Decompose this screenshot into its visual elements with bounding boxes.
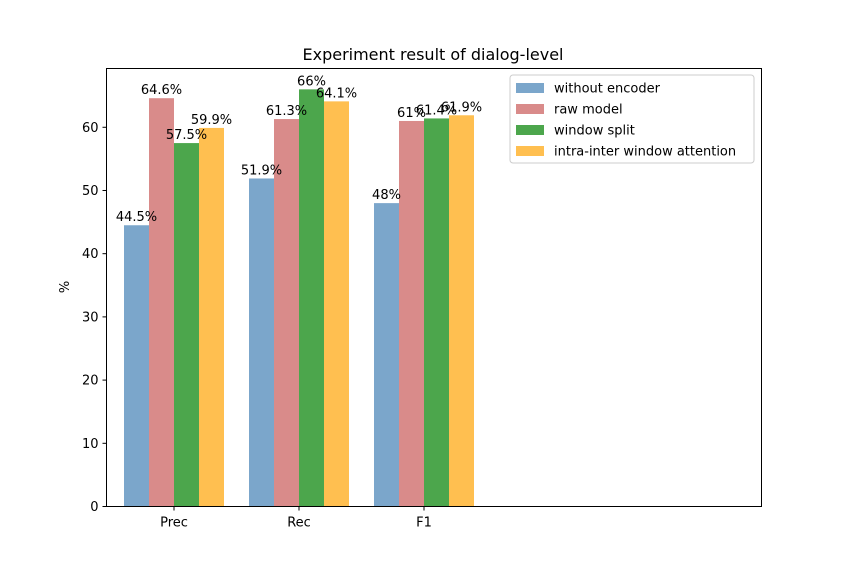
x-axis: Prec Rec F1	[160, 506, 432, 531]
bar-value-label: 61.3%	[266, 104, 307, 119]
bar-rec-intra-inter-window-attention	[324, 101, 349, 507]
bar-prec-raw-model	[149, 98, 174, 507]
x-tick-label: F1	[416, 516, 432, 531]
x-tick-label: Prec	[160, 516, 188, 531]
bars-layer	[124, 89, 474, 507]
legend-swatch	[516, 104, 544, 114]
bar-f1-raw-model	[399, 120, 424, 507]
y-tick-label: 50	[82, 184, 99, 199]
bar-value-label: 57.5%	[166, 128, 207, 143]
chart-title: Experiment result of dialog-level	[302, 45, 563, 64]
bar-value-label: 44.5%	[116, 210, 157, 225]
y-tick-label: 0	[90, 500, 98, 515]
bar-value-label: 61.4%	[416, 103, 457, 118]
legend-swatch	[516, 125, 544, 135]
bar-value-label: 61.9%	[441, 100, 482, 115]
y-tick-label: 30	[82, 310, 99, 325]
bar-value-label: 51.9%	[241, 163, 282, 178]
bar-rec-raw-model	[274, 119, 299, 507]
y-tick-label: 20	[82, 374, 99, 389]
legend-label: intra-inter window attention	[554, 145, 736, 160]
bar-f1-intra-inter-window-attention	[449, 115, 474, 507]
y-tick-label: 10	[82, 437, 99, 452]
bar-rec-without-encoder	[249, 178, 274, 507]
bar-prec-window-split	[174, 143, 199, 507]
x-tick-label: Rec	[287, 516, 311, 531]
y-tick-label: 40	[82, 247, 99, 262]
y-axis-label: %	[58, 281, 73, 293]
y-tick-label: 60	[82, 121, 99, 136]
legend: without encoder raw model window split intr…	[509, 74, 755, 164]
bar-rec-window-split	[299, 89, 324, 507]
value-labels-layer: 44.5% 51.9% 48% 64.6% 61.3% 61% 57.5% 66% 61.4% 5…	[116, 74, 482, 225]
bar-prec-intra-inter-window-attention	[199, 127, 224, 507]
legend-label: window split	[554, 124, 635, 139]
bar-f1-window-split	[424, 118, 449, 507]
legend-label: raw model	[554, 103, 623, 118]
legend-label: without encoder	[554, 82, 661, 97]
bar-value-label: 61%	[397, 106, 426, 121]
bar-f1-without-encoder	[374, 203, 399, 507]
y-axis: 0 10 20 30 40 50 60	[82, 121, 107, 515]
bar-value-label: 64.6%	[141, 83, 182, 98]
legend-swatch	[516, 83, 544, 93]
bar-value-label: 59.9%	[191, 113, 232, 128]
legend-swatch	[516, 146, 544, 156]
plot-frame	[106, 68, 762, 507]
legend-box	[509, 74, 755, 164]
bar-value-label: 66%	[297, 74, 326, 89]
bar-value-label: 48%	[372, 188, 401, 203]
bar-prec-without-encoder	[124, 225, 149, 507]
bar-value-label: 64.1%	[316, 86, 357, 101]
